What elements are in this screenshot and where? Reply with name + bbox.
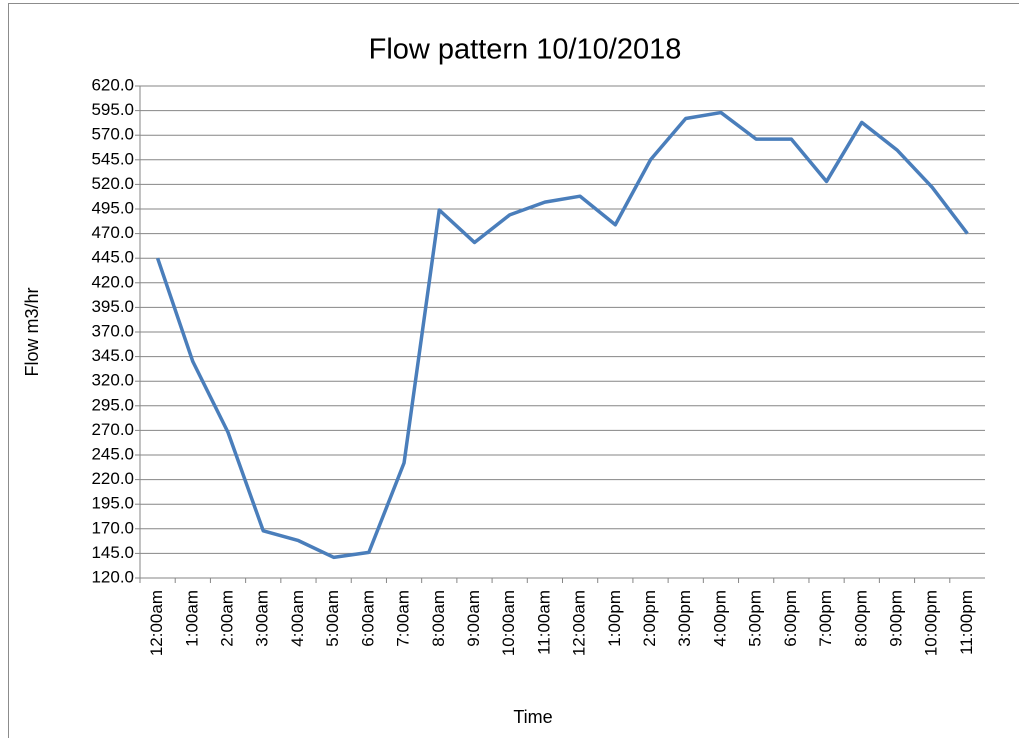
y-tick-label: 520.0 — [91, 174, 134, 193]
x-tick-label: 4:00pm — [710, 590, 729, 647]
x-tick-label: 5:00am — [323, 590, 342, 647]
x-tick-label: 1:00am — [182, 590, 201, 647]
x-axis-title: Time — [513, 707, 552, 727]
x-tick-label: 3:00pm — [675, 590, 694, 647]
x-tick-label: 12:00am — [147, 590, 166, 656]
x-tick-label: 1:00pm — [605, 590, 624, 647]
y-tick-label: 570.0 — [91, 125, 134, 144]
x-tick-label: 2:00pm — [640, 590, 659, 647]
chart-title: Flow pattern 10/10/2018 — [369, 34, 682, 66]
y-tick-label: 220.0 — [91, 469, 134, 488]
data-line — [155, 110, 969, 560]
y-tick-label: 270.0 — [91, 420, 134, 439]
x-tick-label: 3:00am — [253, 590, 272, 647]
y-axis-title: Flow m3/hr — [22, 287, 42, 376]
x-tick-label: 5:00pm — [746, 590, 765, 647]
x-tick-label: 9:00am — [464, 590, 483, 647]
y-tick-label: 245.0 — [91, 444, 134, 463]
y-tick-label: 395.0 — [91, 297, 134, 316]
x-tick-label: 11:00am — [534, 590, 553, 655]
y-tick-label: 595.0 — [91, 100, 134, 119]
x-tick-label: 9:00pm — [886, 590, 905, 647]
x-tick-label: 7:00am — [394, 590, 413, 647]
y-tick-label: 495.0 — [91, 198, 134, 217]
y-tick-label: 120.0 — [91, 567, 134, 586]
x-tick-label: 6:00pm — [781, 590, 800, 647]
y-tick-label: 445.0 — [91, 248, 134, 267]
x-tick-label: 10:00pm — [922, 590, 941, 656]
y-tick-label: 470.0 — [91, 223, 134, 242]
y-tick-label: 370.0 — [91, 321, 134, 340]
x-tick-label: 7:00pm — [816, 590, 835, 647]
y-tick-label: 295.0 — [91, 395, 134, 414]
x-tick-label: 6:00am — [358, 590, 377, 647]
y-tick-label: 170.0 — [91, 518, 134, 537]
y-tick-label: 320.0 — [91, 371, 134, 390]
y-tick-label: 545.0 — [91, 149, 134, 168]
x-tick-label: 8:00am — [429, 590, 448, 647]
chart-frame — [8, 3, 1019, 738]
x-tick-label: 2:00am — [218, 590, 237, 647]
x-tick-label: 12:00am — [570, 590, 589, 656]
y-tick-label: 345.0 — [91, 346, 134, 365]
x-tick-label: 4:00am — [288, 590, 307, 647]
x-tick-label: 11:00pm — [957, 590, 976, 655]
y-tick-label: 420.0 — [91, 272, 134, 291]
x-tick-label: 10:00am — [499, 590, 518, 656]
y-tick-label: 620.0 — [91, 75, 134, 94]
y-tick-label: 195.0 — [91, 494, 134, 513]
y-tick-label: 145.0 — [91, 543, 134, 562]
x-tick-label: 8:00pm — [851, 590, 870, 647]
